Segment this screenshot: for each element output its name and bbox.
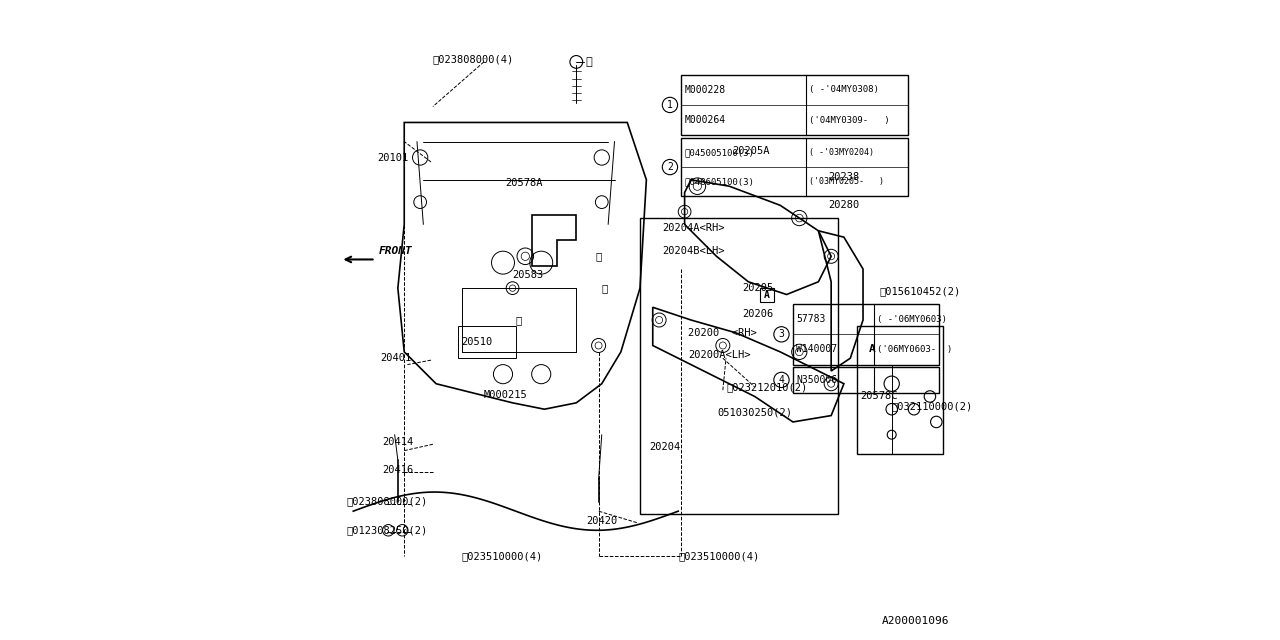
Text: 20510: 20510 (462, 337, 493, 348)
Text: 20204A<RH>: 20204A<RH> (662, 223, 724, 232)
Text: A: A (764, 290, 769, 300)
Text: ⒲012308250(2): ⒲012308250(2) (347, 525, 428, 535)
Text: 20414: 20414 (381, 437, 413, 447)
Text: ( -'04MY0308): ( -'04MY0308) (809, 85, 879, 94)
Bar (760, 288, 774, 302)
Text: Ⓝ023212010(2): Ⓝ023212010(2) (726, 382, 808, 392)
Text: ('06MY0603-  ): ('06MY0603- ) (877, 345, 952, 354)
Text: 20280: 20280 (828, 200, 859, 211)
Text: ③: ③ (595, 252, 602, 261)
Text: 3: 3 (778, 330, 785, 339)
Text: M000228: M000228 (685, 85, 726, 95)
Text: 1: 1 (667, 100, 673, 110)
Text: A: A (869, 344, 876, 354)
Text: 4: 4 (778, 375, 785, 385)
Bar (681, 75, 908, 135)
Text: A200001096: A200001096 (882, 616, 948, 626)
Bar (458, 326, 516, 358)
Text: Ⓢ045005100(3): Ⓢ045005100(3) (685, 148, 754, 157)
Text: N350006: N350006 (796, 375, 837, 385)
Text: Ⓢ048605100(3): Ⓢ048605100(3) (685, 177, 754, 186)
Text: 20416: 20416 (381, 465, 413, 475)
Text: 20238: 20238 (828, 172, 859, 182)
Text: ('04MY0309-   ): ('04MY0309- ) (809, 116, 890, 125)
Text: 20204: 20204 (649, 442, 681, 452)
Text: M000264: M000264 (685, 115, 726, 125)
Bar (792, 367, 940, 394)
Text: ②: ② (586, 57, 593, 67)
Bar (856, 326, 942, 454)
Text: 57783: 57783 (796, 314, 826, 324)
Text: ( -'06MY0603): ( -'06MY0603) (877, 315, 947, 324)
Text: W140007: W140007 (796, 344, 837, 355)
Text: 20420: 20420 (586, 516, 617, 525)
Text: 20200  <RH>: 20200 <RH> (687, 328, 756, 338)
Bar (640, 218, 837, 515)
Text: ③: ③ (602, 283, 608, 293)
Text: M000215: M000215 (484, 390, 527, 400)
Text: 20101: 20101 (378, 152, 408, 163)
Text: ⒲015610452(2): ⒲015610452(2) (879, 286, 960, 296)
Text: 20204B<LH>: 20204B<LH> (662, 246, 724, 256)
Text: 20206: 20206 (742, 308, 773, 319)
Text: 20205: 20205 (742, 283, 773, 293)
Text: Ⓝ023808000(2): Ⓝ023808000(2) (347, 497, 428, 507)
Text: 20205A: 20205A (732, 146, 769, 156)
Text: Ⓝ023808000(4): Ⓝ023808000(4) (433, 54, 515, 64)
Text: Ⓦ032110000(2): Ⓦ032110000(2) (892, 401, 973, 411)
Text: ①: ① (516, 315, 522, 325)
Text: ( -'03MY0204): ( -'03MY0204) (809, 148, 874, 157)
Bar (792, 304, 940, 365)
Text: 20578A: 20578A (504, 178, 543, 188)
Text: ('03MY0205-   ): ('03MY0205- ) (809, 177, 884, 186)
Text: 051030250(2): 051030250(2) (718, 408, 792, 417)
Text: 2: 2 (667, 162, 673, 172)
Text: 20578C: 20578C (860, 392, 897, 401)
Text: 20200A<LH>: 20200A<LH> (687, 350, 750, 360)
Bar (681, 138, 908, 196)
Text: FRONT: FRONT (379, 246, 412, 256)
Text: 20583: 20583 (512, 270, 544, 280)
Text: 20401: 20401 (380, 353, 411, 364)
Text: Ⓝ023510000(4): Ⓝ023510000(4) (462, 551, 543, 561)
Text: Ⓝ023510000(4): Ⓝ023510000(4) (678, 551, 759, 561)
